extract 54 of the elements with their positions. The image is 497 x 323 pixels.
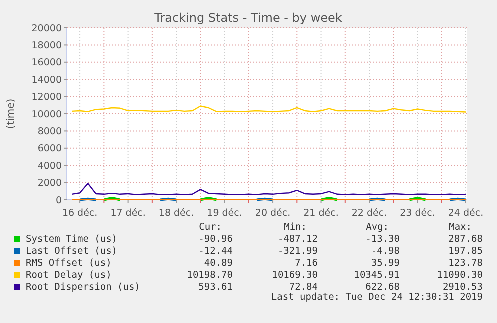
x-tick-label: 24 déc. (448, 208, 484, 219)
y-tick-label: 8000 (38, 126, 62, 138)
text: -12.44 (198, 246, 234, 257)
text: 10345.91 (354, 270, 400, 281)
text: 7.16 (295, 258, 318, 269)
text: 40.89 (204, 258, 234, 269)
text: 287.68 (448, 234, 484, 245)
y-tick-label: 6000 (38, 144, 62, 155)
chart-title: Tracking Stats - Time - by week (154, 11, 342, 25)
text: Min: (284, 222, 307, 233)
y-tick-label: 0 (56, 195, 62, 206)
x-tick-label: 20 déc. (255, 208, 291, 219)
legend-label: RMS Offset (us) (26, 258, 112, 269)
legend-label: Root Dispersion (us) (26, 282, 140, 293)
text: 593.61 (198, 282, 234, 293)
text: 10198.70 (187, 270, 234, 281)
text: -13.30 (366, 234, 400, 245)
line-series (71, 183, 467, 196)
y-tick-label: 20000 (32, 23, 62, 34)
y-tick-label: 14000 (32, 74, 62, 86)
y-tick-label: 16000 (32, 58, 62, 69)
text: 123.78 (448, 258, 484, 269)
text: 197.85 (448, 246, 483, 257)
text: 72.84 (289, 282, 318, 293)
legend-label: Root Delay (us) (26, 270, 112, 281)
y-axis-title: (time) (6, 98, 17, 130)
text: 11090.30 (437, 270, 484, 281)
x-tick-label: 16 déc. (62, 208, 98, 219)
y-tick-label: 2000 (38, 178, 62, 190)
text: Cur: (199, 222, 222, 233)
y-tick-label: 12000 (32, 92, 62, 104)
text: Max: (449, 222, 472, 233)
x-tick-label: 18 déc. (158, 208, 194, 219)
text: 35.99 (371, 258, 400, 269)
x-tick-label: 17 déc. (110, 208, 146, 219)
legend-label: System Time (us) (26, 234, 118, 245)
legend-label: Last Offset (us) (26, 246, 118, 257)
text: Avg: (366, 222, 389, 233)
y-tick-label: 18000 (32, 40, 62, 52)
text: -321.99 (278, 246, 318, 257)
x-tick-label: 21 déc. (304, 208, 339, 219)
text: -90.96 (198, 234, 234, 245)
y-tick-label: 4000 (38, 160, 62, 172)
x-tick-label: 23 déc. (400, 208, 436, 219)
line-series (71, 106, 467, 113)
text: -487.12 (278, 234, 318, 245)
x-tick-label: 22 déc. (352, 208, 388, 219)
y-tick-label: 10000 (32, 109, 62, 120)
text: 2910.53 (442, 282, 483, 293)
text: Last update: Tue Dec 24 12:30:31 2019 (271, 292, 484, 303)
x-tick-label: 19 déc. (207, 208, 242, 219)
text: -4.98 (371, 246, 400, 257)
text: 10169.30 (272, 270, 318, 281)
text: 622.68 (366, 282, 400, 293)
